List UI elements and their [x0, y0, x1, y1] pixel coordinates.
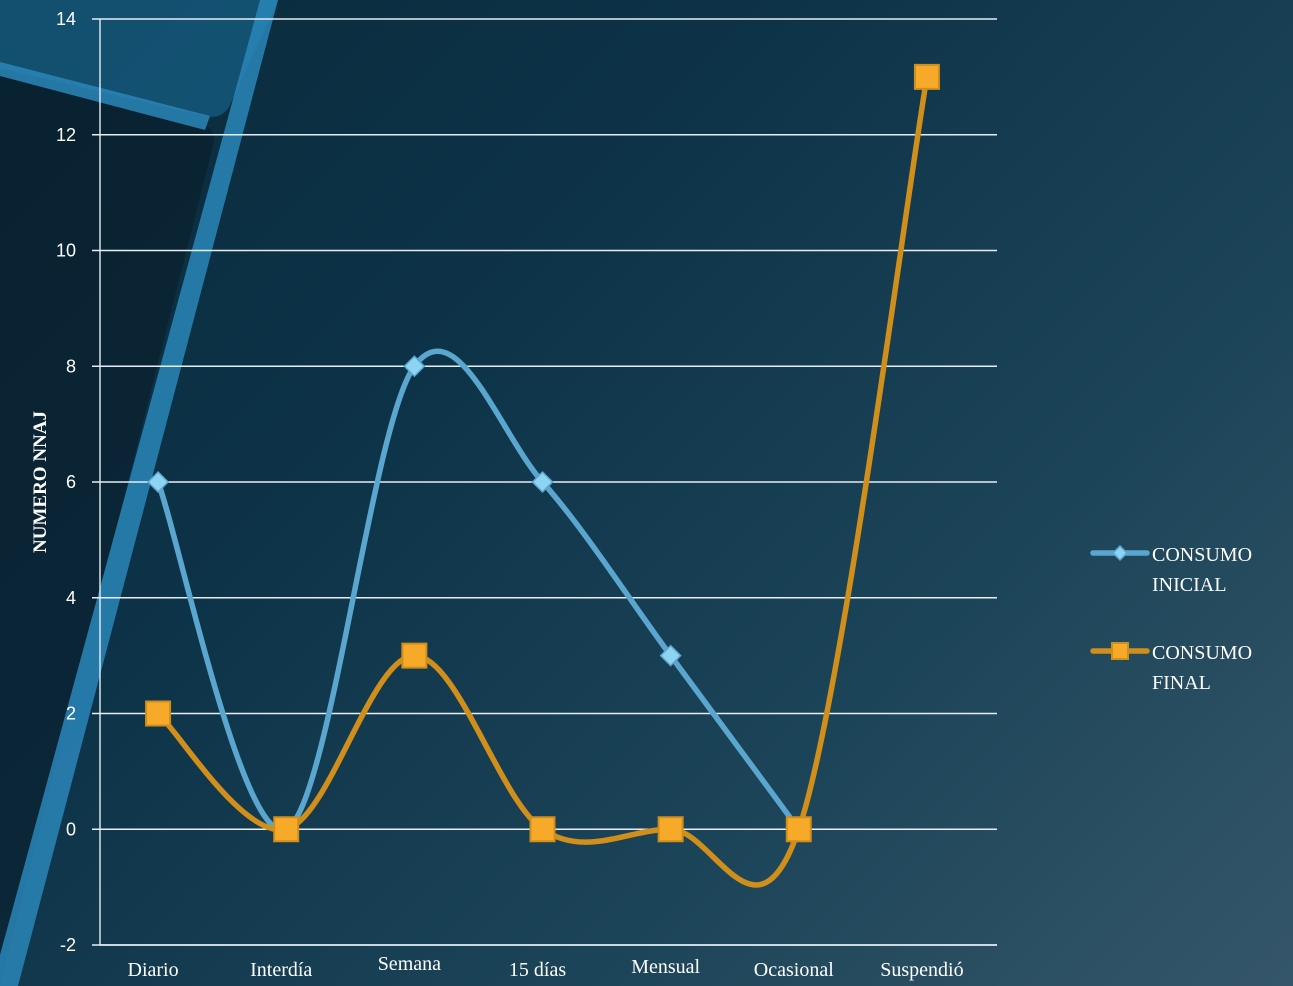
x-tick-label: Mensual: [631, 956, 700, 978]
legend-item: CONSUMO FINAL: [1090, 642, 1252, 694]
x-tick-label: Ocasional: [754, 959, 834, 981]
series-line: [155, 74, 930, 888]
legend-label: CONSUMO: [1152, 544, 1252, 566]
data-point-diamond: [531, 470, 554, 494]
y-tick-label: 10: [56, 241, 76, 261]
data-point-diamond: [659, 644, 682, 667]
legend-label: FINAL: [1152, 672, 1211, 694]
y-tick-label: 14: [56, 9, 76, 29]
data-point-square: [657, 816, 684, 843]
y-tick-label: 8: [66, 356, 76, 376]
y-tick-label: 12: [56, 125, 76, 145]
axes: [99, 19, 997, 946]
series-line: [155, 348, 802, 833]
legend-marker: [1111, 642, 1129, 660]
y-tick-label: 2: [66, 704, 76, 724]
x-tick-label: Suspendió: [880, 959, 963, 981]
x-tick-label: 15 días: [509, 959, 566, 981]
y-axis-label: NUMERO NNAJ: [30, 411, 51, 553]
series-consumo-inicial: [147, 348, 810, 841]
data-point-square: [785, 816, 812, 843]
data-point-square: [529, 816, 556, 843]
y-tick-label: 0: [66, 819, 76, 839]
x-tick-label: Semana: [378, 953, 441, 975]
y-tick-labels: -2 0 2 4 6 8 10 12 14: [56, 9, 76, 955]
y-tick-label: 4: [66, 588, 76, 608]
x-tick-label: Interdía: [250, 959, 312, 981]
data-point-square: [273, 816, 300, 843]
series-consumo-final: [145, 63, 940, 888]
legend-marker: [1111, 544, 1129, 562]
y-tick-label: 6: [66, 472, 76, 492]
series: [145, 63, 940, 888]
data-point-diamond: [147, 470, 170, 494]
x-tick-labels: Diario Interdía Semana 15 días Mensual Ocasio…: [128, 953, 964, 981]
data-point-diamond: [403, 355, 426, 378]
legend: CONSUMO INICIAL CONSUMO FINAL: [1090, 544, 1252, 694]
legend-label: INICIAL: [1152, 574, 1226, 596]
data-point-square: [401, 642, 428, 669]
y-tick-label: -2: [60, 935, 76, 955]
data-point-square: [145, 700, 172, 727]
legend-item: CONSUMO INICIAL: [1090, 544, 1252, 596]
legend-label: CONSUMO: [1152, 642, 1252, 664]
data-point-square: [913, 63, 940, 90]
x-tick-label: Diario: [128, 959, 179, 981]
